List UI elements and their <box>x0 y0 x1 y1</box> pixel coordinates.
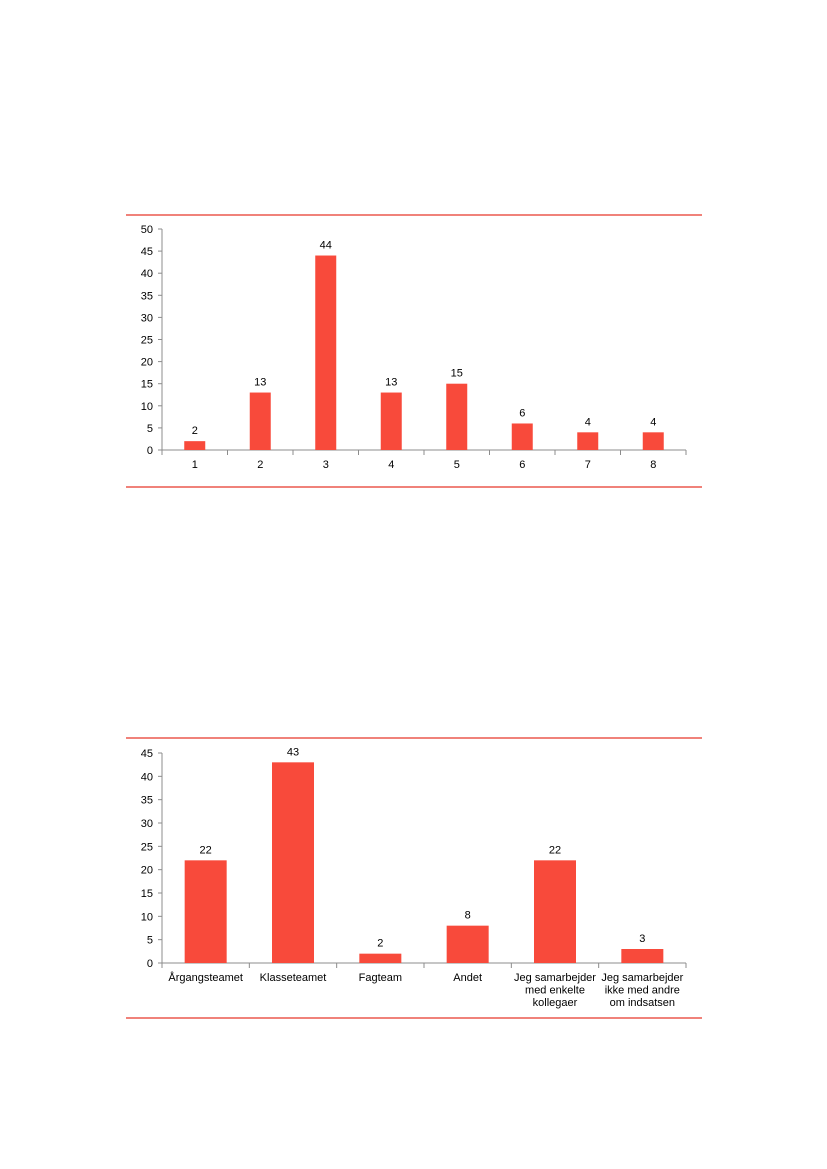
chart-2-y-tick-label: 45 <box>141 748 153 760</box>
chart-1-x-axis: 1 2 3 4 5 6 7 8 <box>161 449 687 471</box>
chart-1-y-tick-label: 35 <box>141 290 153 302</box>
chart-2-data-label: 2 <box>377 938 383 950</box>
chart-1-y-tick-label: 50 <box>141 224 153 236</box>
chart-1-bar <box>446 383 468 450</box>
chart-2-data-label: 22 <box>549 844 561 856</box>
chart-2-y-tick-label: 40 <box>141 771 153 783</box>
chart-1-data-label: 4 <box>650 416 656 428</box>
chart-2-bars: 22 43 2 8 22 3 <box>184 746 664 963</box>
chart-2-y-axis: 0 5 10 15 20 25 30 35 40 45 <box>141 748 163 970</box>
chart-2-y-tick-label: 0 <box>147 958 153 970</box>
chart-1-data-label: 13 <box>385 377 397 389</box>
chart-2-y-tick-label: 20 <box>141 865 153 877</box>
chart-1-y-tick-label: 0 <box>147 445 153 457</box>
chart-2-y-tick-label: 35 <box>141 795 153 807</box>
chart-1-bar <box>642 432 664 450</box>
chart-1-y-tick-label: 15 <box>141 379 153 391</box>
chart-2-data-label: 3 <box>639 933 645 945</box>
chart-2-bar <box>534 860 576 963</box>
chart-1-bar <box>380 392 402 450</box>
chart-2-category-label: Årgangsteamet <box>168 971 243 984</box>
chart-2-data-label: 43 <box>287 746 299 758</box>
chart-1-y-tick-label: 25 <box>141 335 153 347</box>
chart-1-category-label: 3 <box>323 459 329 471</box>
chart-2-category-label: Andet <box>453 972 482 984</box>
chart-2-bar <box>272 762 314 963</box>
chart-1-data-label: 15 <box>451 368 463 380</box>
chart-2-y-tick-label: 30 <box>141 818 153 830</box>
chart-1-data-label: 4 <box>585 416 591 428</box>
chart-1-bar <box>184 441 206 450</box>
chart-1-category-label: 6 <box>519 459 525 471</box>
chart-1-category-label: 1 <box>192 459 198 471</box>
chart-2-x-axis: Årgangsteamet Klasseteamet Fagteam Andet Jeg… <box>161 962 687 1009</box>
chart-1-y-tick-label: 40 <box>141 268 153 280</box>
chart-1-y-tick-label: 20 <box>141 357 153 369</box>
chart-1-bar <box>249 392 271 450</box>
chart-2-category-label: Jeg samarbejder ikke med andre om indsatse… <box>601 972 683 1009</box>
chart-1-y-tick-label: 45 <box>141 246 153 258</box>
chart-2-y-tick-label: 15 <box>141 888 153 900</box>
chart-1-data-label: 2 <box>192 425 198 437</box>
chart-1-y-axis: 0 5 10 15 20 25 30 35 40 45 50 <box>141 224 163 457</box>
chart-1-data-label: 6 <box>519 407 525 419</box>
chart-2-bar <box>184 860 227 963</box>
chart-1-y-tick-label: 5 <box>147 423 153 435</box>
chart-1-bar <box>511 423 533 450</box>
chart-2-y-tick-label: 25 <box>141 841 153 853</box>
chart-2-category-label: Jeg samarbejder med enkelte kollegaer <box>514 972 596 1009</box>
chart-2-data-label: 22 <box>200 844 212 856</box>
chart-1-bar <box>577 432 599 450</box>
chart-2-bar <box>359 953 402 963</box>
chart-1-y-tick-label: 30 <box>141 312 153 324</box>
chart-1-category-label: 8 <box>650 459 656 471</box>
chart-1-y-tick-label: 10 <box>141 401 153 413</box>
chart-2-category-label: Klasseteamet <box>260 972 327 984</box>
chart-2-data-label: 8 <box>465 910 471 922</box>
chart-2-y-tick-label: 5 <box>147 935 153 947</box>
chart-1-category-label: 7 <box>585 459 591 471</box>
chart-1-category-label: 4 <box>388 459 394 471</box>
chart-2: 0 5 10 15 20 25 30 35 40 45 Årgangsteamet Klassete… <box>126 737 702 1019</box>
chart-1-data-label: 13 <box>254 377 266 389</box>
chart-2-bar <box>621 949 664 963</box>
chart-1-category-label: 2 <box>257 459 263 471</box>
chart-1-data-label: 44 <box>320 240 332 252</box>
chart-2-bar <box>446 925 489 963</box>
chart-2-y-tick-label: 10 <box>141 911 153 923</box>
chart-1-category-label: 5 <box>454 459 460 471</box>
chart-2-category-label: Fagteam <box>359 972 402 984</box>
chart-1-bar <box>315 255 337 450</box>
